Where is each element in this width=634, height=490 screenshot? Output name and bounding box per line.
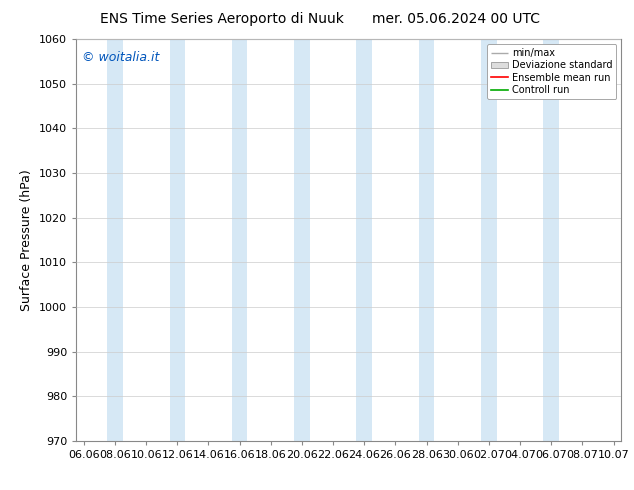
Bar: [107, 39, 123, 441]
Bar: [232, 39, 247, 441]
Bar: [356, 39, 372, 441]
Legend: min/max, Deviazione standard, Ensemble mean run, Controll run: min/max, Deviazione standard, Ensemble m…: [487, 44, 616, 99]
Bar: [294, 39, 310, 441]
Text: ENS Time Series Aeroporto di Nuuk: ENS Time Series Aeroporto di Nuuk: [100, 12, 344, 26]
Text: © woitalia.it: © woitalia.it: [82, 51, 159, 64]
Bar: [419, 39, 434, 441]
Bar: [169, 39, 185, 441]
Y-axis label: Surface Pressure (hPa): Surface Pressure (hPa): [20, 169, 34, 311]
Bar: [543, 39, 559, 441]
Bar: [481, 39, 496, 441]
Text: mer. 05.06.2024 00 UTC: mer. 05.06.2024 00 UTC: [373, 12, 540, 26]
